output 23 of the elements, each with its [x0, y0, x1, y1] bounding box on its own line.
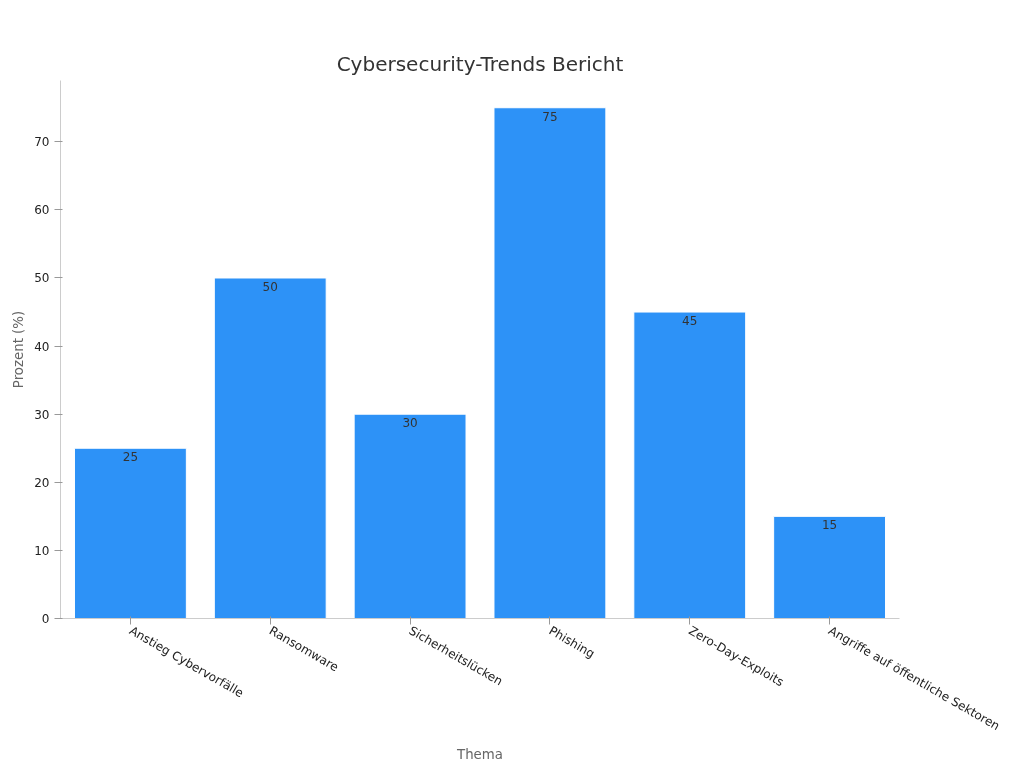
data-label: 30	[402, 416, 418, 431]
data-label: 15	[821, 518, 838, 533]
bar	[633, 311, 747, 619]
y-tick-label: 0	[41, 612, 50, 626]
bar	[73, 447, 187, 619]
y-tick-label: 20	[34, 475, 50, 490]
data-label: 45	[682, 314, 698, 329]
data-label: 50	[262, 279, 278, 294]
bar	[493, 107, 607, 619]
data-label: 25	[122, 450, 139, 465]
y-tick-label: 30	[34, 407, 50, 422]
y-tick-label: 50	[34, 271, 50, 286]
y-tick-label: 10	[34, 543, 50, 558]
y-axis-title: Prozent (%)	[11, 310, 27, 389]
bar	[213, 277, 327, 619]
bar	[353, 413, 467, 619]
chart-title: Cybersecurity-Trends Bericht	[336, 51, 624, 76]
y-tick-label: 40	[34, 339, 50, 354]
bar	[773, 515, 887, 619]
y-tick-label: 70	[34, 135, 50, 150]
x-axis-title: Thema	[456, 747, 503, 763]
y-tick-label: 60	[34, 203, 50, 218]
data-label: 75	[542, 109, 558, 124]
